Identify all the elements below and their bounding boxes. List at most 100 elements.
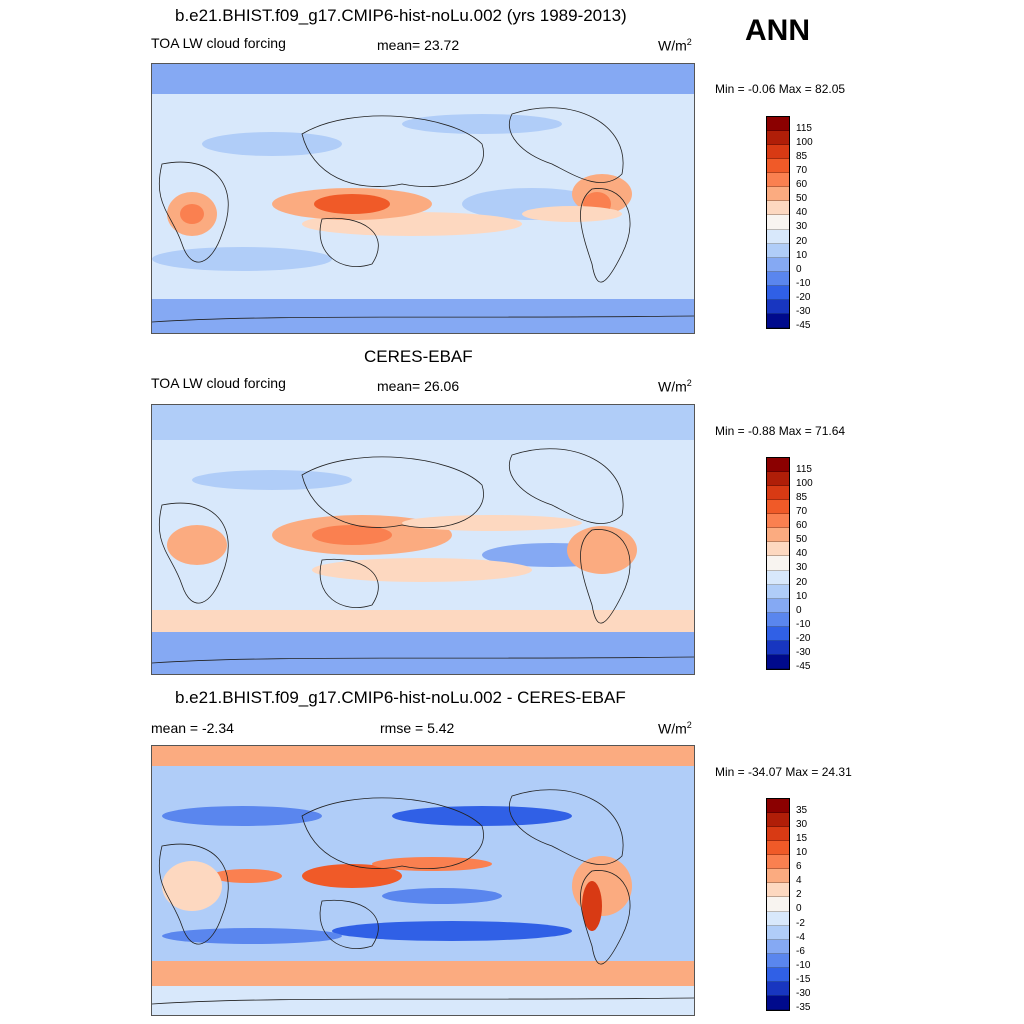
panel3-rmse: rmse = 5.42 [380,720,455,736]
colorbar-swatch [767,967,789,982]
panel2-colorbar-labels: 115 100 85 70 60 50 40 30 20 10 0 -10 -20 -30 -45 [796,463,813,674]
colorbar-tick-label: 50 [796,534,808,546]
colorbar-tick-label: 40 [796,207,808,219]
colorbar-swatch [767,897,789,912]
colorbar-tick-label: -20 [796,291,811,303]
panel1-map [151,63,695,334]
panel3-colorbar [766,798,790,1011]
colorbar-swatch [767,542,789,557]
colorbar-tick-label: 100 [796,137,813,149]
panel2-units: W/m2 [658,378,692,395]
colorbar-tick-label: -20 [796,632,811,644]
panel2-mean: mean= 26.06 [377,378,460,394]
colorbar-tick-label: 100 [796,478,813,490]
panel3-map [151,745,695,1016]
colorbar-swatch [767,159,789,174]
colorbar-swatch [767,883,789,898]
colorbar-tick-label: -2 [796,917,805,929]
colorbar-tick-label: -30 [796,646,811,658]
colorbar-swatch [767,486,789,501]
panel1-title: b.e21.BHIST.f09_g17.CMIP6-hist-noLu.002 … [175,6,627,25]
colorbar-tick-label: 115 [796,123,812,134]
colorbar-tick-label: 10 [796,249,808,261]
colorbar-tick-label: 10 [796,847,808,859]
colorbar-tick-label: 20 [796,576,808,588]
panel2-field-label: TOA LW cloud forcing [151,375,286,391]
panel1-units: W/m2 [658,37,692,54]
colorbar-tick-label: 10 [796,590,808,602]
panel2-minmax: Min = -0.88 Max = 71.64 [715,424,846,438]
colorbar-tick-label: -10 [796,618,811,630]
colorbar-swatch [767,841,789,856]
colorbar-swatch [767,472,789,487]
colorbar-swatch [767,313,789,328]
colorbar-tick-label: 15 [796,833,808,845]
colorbar-swatch [767,556,789,571]
colorbar-swatch [767,570,789,585]
colorbar-tick-label: -30 [796,987,811,999]
panel3-colorbar-labels: 35 30 15 10 6 4 2 0 -2 -4 -6 -10 -15 -30 -35 [796,804,810,1015]
colorbar-tick-label: -45 [796,319,811,331]
colorbar-tick-label: 30 [796,562,808,574]
colorbar-swatch [767,173,789,188]
colorbar-tick-label: 30 [796,819,808,831]
colorbar-swatch [767,187,789,202]
panel3-minmax: Min = -34.07 Max = 24.31 [715,765,852,779]
panel1-field-label: TOA LW cloud forcing [151,35,286,51]
panel3-units: W/m2 [658,720,692,737]
colorbar-swatch [767,299,789,314]
colorbar-tick-label: 0 [796,604,802,616]
colorbar-swatch [767,257,789,272]
colorbar-tick-label: -6 [796,945,805,957]
colorbar-tick-label: -15 [796,973,811,985]
colorbar-swatch [767,827,789,842]
colorbar-swatch [767,271,789,286]
panel1-minmax: Min = -0.06 Max = 82.05 [715,82,846,96]
panel2-title: CERES-EBAF [364,347,473,366]
colorbar-tick-label: 85 [796,492,808,504]
colorbar-tick-label: 85 [796,151,808,163]
colorbar-swatch [767,925,789,940]
panel2-colorbar [766,457,790,670]
colorbar-swatch [767,911,789,926]
colorbar-swatch [767,981,789,996]
colorbar-tick-label: 70 [796,165,808,177]
colorbar-swatch [767,243,789,258]
colorbar-tick-label: 60 [796,179,808,191]
colorbar-swatch [767,117,789,132]
colorbar-tick-label: 4 [796,875,802,887]
colorbar-swatch [767,229,789,244]
colorbar-tick-label: 70 [796,506,808,518]
colorbar-tick-label: 6 [796,861,802,873]
panel3-mean: mean = -2.34 [151,720,234,736]
colorbar-tick-label: -30 [796,305,811,317]
colorbar-tick-label: 50 [796,193,808,205]
panel1-mean: mean= 23.72 [377,37,460,53]
colorbar-tick-label: -10 [796,277,811,289]
colorbar-swatch [767,584,789,599]
colorbar-tick-label: 0 [796,903,802,915]
colorbar-swatch [767,995,789,1010]
colorbar-tick-label: 20 [796,235,808,247]
colorbar-tick-label: -45 [796,660,811,672]
colorbar-tick-label: 60 [796,520,808,532]
colorbar-tick-label: -35 [796,1001,811,1013]
colorbar-swatch [767,201,789,216]
colorbar-tick-label: 35 [796,805,808,816]
colorbar-swatch [767,598,789,613]
colorbar-swatch [767,215,789,230]
panel1-colorbar-labels: 115 100 85 70 60 50 40 30 20 10 0 -10 -20 -30 -45 [796,122,813,333]
colorbar-swatch [767,500,789,515]
colorbar-tick-label: 2 [796,889,802,901]
colorbar-tick-label: 115 [796,464,812,475]
colorbar-swatch [767,528,789,543]
panel3-title: b.e21.BHIST.f09_g17.CMIP6-hist-noLu.002 … [175,688,626,707]
panel1-colorbar [766,116,790,329]
colorbar-swatch [767,799,789,814]
panel2-map [151,404,695,675]
colorbar-swatch [767,640,789,655]
colorbar-swatch [767,813,789,828]
colorbar-swatch [767,514,789,529]
colorbar-swatch [767,626,789,641]
colorbar-swatch [767,145,789,160]
